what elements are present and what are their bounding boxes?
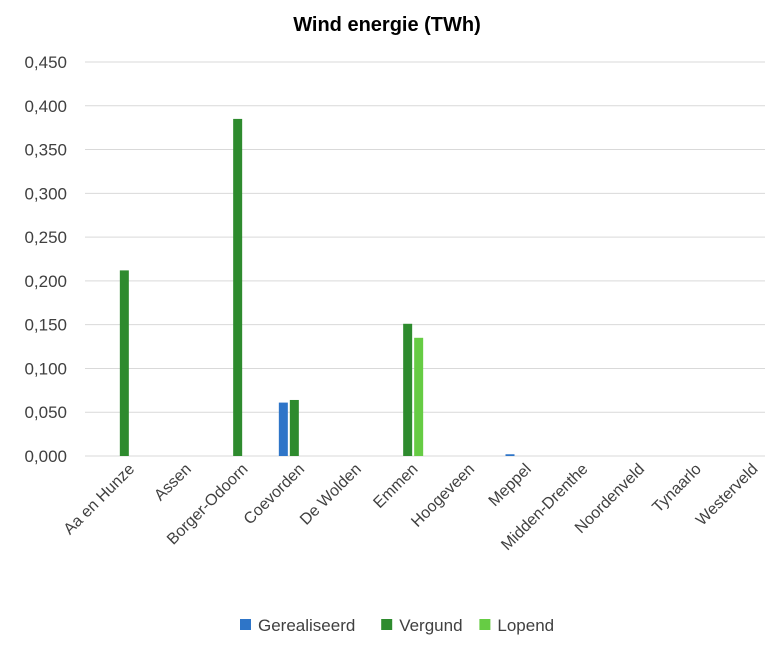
x-category-label: Assen [151,461,194,504]
bar-vergund-emmen [403,323,413,456]
x-category-label: Westerveld [693,461,761,529]
x-category-label: Aa en Hunze [61,461,139,539]
bar-gerealiseerd-meppel [505,454,515,456]
bar-vergund-aa-en-hunze [119,270,129,456]
legend-label: Gerealiseerd [258,616,355,635]
legend: Gerealiseerd Vergund Lopend [240,616,554,635]
x-category-label: Meppel [486,461,535,510]
legend-swatch [479,619,491,630]
legend-label: Vergund [399,616,462,635]
y-tick-label: 0,200 [24,272,67,291]
y-tick-label: 0,250 [24,228,67,247]
chart-title: Wind energie (TWh) [293,14,481,36]
x-category-label: Emmen [370,461,421,512]
gridlines [85,61,765,457]
y-tick-label: 0,050 [24,403,67,422]
x-category-label: De Wolden [297,461,365,529]
bar-vergund-coevorden [289,399,299,456]
bar-vergund-borger-odoorn [233,118,243,457]
y-tick-label: 0,000 [24,447,67,466]
x-category-label: Tynaarlo [649,461,704,516]
legend-label: Lopend [497,616,554,635]
y-axis-tick-labels: 0,000 0,050 0,100 0,150 0,200 0,250 0,300 0,350… [24,53,67,466]
y-tick-label: 0,150 [24,316,67,335]
legend-swatch [381,619,393,630]
legend-swatch [240,619,251,630]
y-tick-label: 0,300 [24,184,67,203]
bars [119,118,515,457]
x-axis-category-labels: Aa en Hunze AssenBorger-OdoornCoevordenDe… [61,461,762,554]
y-tick-label: 0,100 [24,359,67,378]
bar-gerealiseerd-coevorden [278,402,288,456]
y-tick-label: 0,450 [24,53,67,72]
y-tick-label: 0,400 [24,97,67,116]
y-tick-label: 0,350 [24,141,67,160]
bar-lopend-emmen [414,337,424,456]
